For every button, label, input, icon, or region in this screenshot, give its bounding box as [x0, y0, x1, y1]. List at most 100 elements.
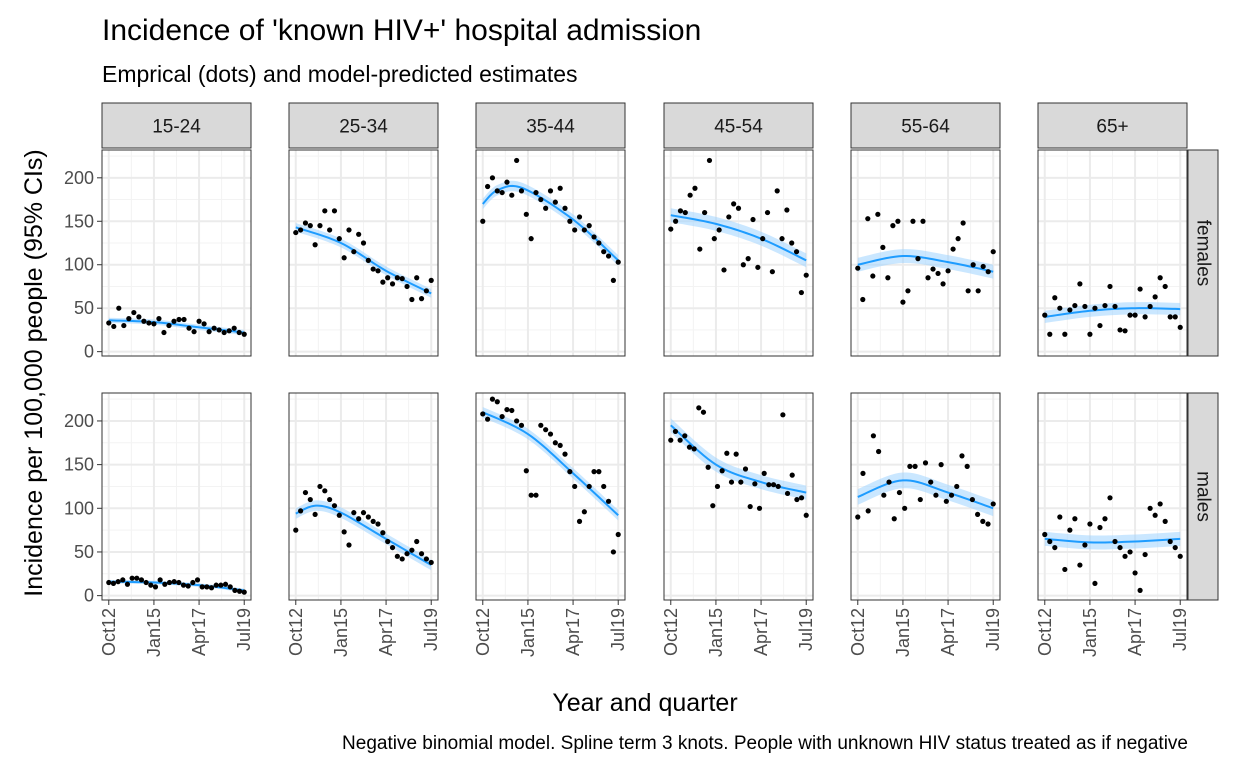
data-point: [794, 496, 800, 503]
facet-strip-65+: [1037, 102, 1188, 149]
fit-line: [670, 424, 807, 494]
data-point: [552, 199, 558, 205]
data-point: [499, 413, 505, 420]
panel-border: [663, 392, 814, 601]
data-point: [356, 231, 362, 237]
data-point: [870, 273, 876, 279]
x-tick-label: Jan15: [706, 608, 726, 657]
data-point: [1142, 314, 1148, 320]
data-point: [668, 226, 674, 232]
data-point: [980, 518, 986, 524]
data-point: [336, 236, 342, 242]
data-point: [793, 249, 800, 255]
data-point: [798, 289, 804, 296]
data-point: [875, 211, 881, 217]
panel-border: [288, 392, 439, 601]
facet-strip-males: [1187, 392, 1219, 601]
data-point: [418, 551, 425, 557]
data-point: [360, 240, 367, 246]
data-point: [1127, 312, 1133, 318]
data-point: [1047, 331, 1053, 337]
data-point: [672, 428, 679, 435]
data-point: [572, 227, 578, 233]
data-point: [928, 479, 934, 485]
data-point: [677, 208, 684, 214]
data-point: [696, 405, 702, 411]
data-point: [745, 256, 751, 262]
data-point: [129, 575, 135, 581]
data-point: [199, 584, 205, 590]
data-point: [940, 281, 946, 287]
data-point: [236, 588, 243, 594]
data-point: [414, 275, 420, 281]
data-point: [752, 481, 758, 487]
x-tick-label: Apr17: [1125, 608, 1145, 656]
data-point: [1092, 580, 1098, 587]
data-point: [1177, 324, 1183, 330]
facet-strip-55-64: [850, 102, 1001, 149]
panel-border: [1037, 149, 1188, 357]
data-point: [322, 488, 328, 494]
data-point: [1047, 538, 1053, 545]
facet-strip-45-54: [663, 102, 814, 149]
data-point: [231, 325, 237, 331]
data-point: [1062, 331, 1068, 337]
data-point: [764, 209, 771, 216]
data-point: [489, 175, 496, 181]
data-point: [803, 512, 809, 518]
data-point: [860, 470, 866, 476]
data-point: [910, 218, 916, 224]
data-point: [682, 209, 688, 216]
data-point: [185, 583, 191, 589]
data-point: [1137, 286, 1143, 292]
data-point: [180, 582, 187, 588]
data-point: [356, 516, 362, 522]
data-point: [1132, 312, 1138, 318]
facet-label-45-54: 45-54: [714, 117, 763, 138]
data-point: [1172, 544, 1178, 551]
data-point: [596, 240, 602, 246]
data-point: [370, 518, 376, 524]
data-point: [121, 322, 127, 329]
data-point: [298, 508, 304, 514]
facet-panels: 15-24 25-34 35-44 45-54 55-64 65+ females males…: [64, 102, 1219, 657]
data-point: [933, 492, 939, 498]
data-point: [673, 218, 679, 224]
data-point: [1122, 328, 1128, 334]
data-point: [803, 272, 809, 278]
data-point: [798, 495, 805, 501]
y-tick-label: 0: [84, 586, 94, 606]
x-tick-label: Jul19: [983, 608, 1003, 651]
data-point: [891, 516, 897, 522]
panel-border: [663, 149, 814, 357]
y-tick-label: 100: [64, 255, 94, 275]
data-point: [404, 283, 410, 290]
data-point: [1042, 312, 1048, 318]
data-point: [925, 275, 931, 281]
y-tick-label: 50: [74, 542, 94, 562]
x-tick-label: Apr17: [189, 608, 209, 656]
data-point: [317, 223, 323, 229]
data-point: [721, 267, 727, 273]
data-point: [1097, 322, 1103, 329]
data-point: [855, 514, 861, 520]
data-point: [1112, 303, 1118, 310]
data-point: [211, 325, 217, 331]
data-point: [116, 305, 122, 311]
panel-45-54-females: [663, 149, 814, 357]
data-point: [1157, 275, 1163, 281]
data-point: [418, 296, 425, 302]
data-point: [692, 185, 698, 191]
facet-label-males: males: [1193, 471, 1214, 522]
data-point: [1102, 516, 1108, 522]
fit-line: [482, 184, 619, 262]
data-point: [896, 489, 903, 496]
data-point: [218, 582, 224, 588]
data-point: [351, 249, 357, 255]
panel-border: [475, 149, 626, 357]
panel-65+-males: [1037, 392, 1188, 601]
data-point: [943, 498, 949, 504]
data-point: [1172, 314, 1178, 320]
data-point: [509, 407, 515, 414]
data-point: [576, 518, 583, 524]
